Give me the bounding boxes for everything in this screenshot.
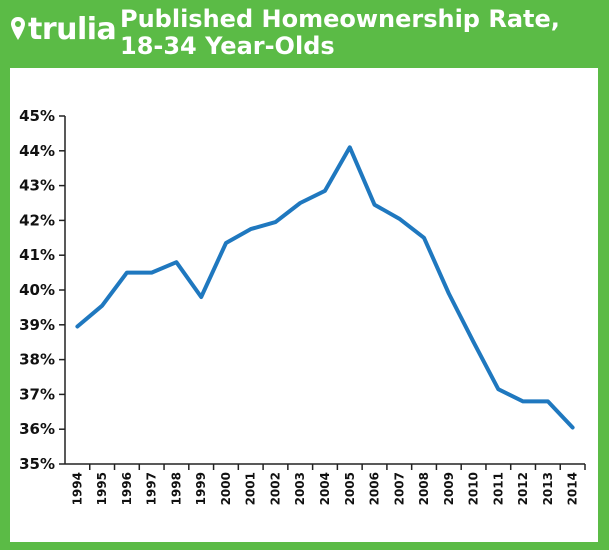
x-tick-label: 2003	[293, 472, 307, 505]
x-tick-label: 1998	[169, 472, 183, 505]
x-tick-label: 1995	[95, 472, 109, 505]
x-tick-label: 2011	[491, 472, 505, 505]
x-tick-label: 2004	[318, 472, 332, 505]
x-tick-label: 2014	[566, 472, 580, 505]
y-tick-label: 39%	[19, 316, 55, 334]
x-tick-label: 2006	[368, 472, 382, 505]
x-tick-label: 1994	[70, 472, 84, 505]
y-tick-label: 42%	[19, 211, 55, 229]
line-chart: 35% 36% 37% 38% 39% 40% 41% 42% 43% 44% 45% 1994 199…	[19, 107, 586, 505]
plot-panel: 35% 36% 37% 38% 39% 40% 41% 42% 43% 44% 45% 1994 199…	[10, 68, 598, 542]
chart-title: Published Homeownership Rate, 18-34 Year…	[120, 6, 600, 60]
x-tick-label: 1997	[145, 472, 159, 505]
chart-title-line-2: 18-34 Year-Olds	[120, 32, 335, 60]
series-line	[75, 145, 575, 430]
x-tick-label: 2007	[392, 472, 406, 505]
x-tick-label: 2005	[343, 472, 357, 505]
logo-text: trulia	[28, 11, 117, 47]
x-tick-label: 2009	[442, 472, 456, 505]
y-tick-label: 40%	[19, 281, 55, 299]
y-tick-label: 38%	[19, 351, 55, 369]
map-pin-icon	[11, 17, 25, 40]
x-tick-label: 2010	[467, 472, 481, 505]
x-tick-label: 2000	[219, 472, 233, 505]
x-tick-label: 1996	[120, 472, 134, 505]
y-tick-label: 35%	[19, 455, 55, 473]
x-tick-label: 2012	[516, 472, 530, 505]
x-tick-label: 2008	[417, 472, 431, 505]
y-tick-label: 36%	[19, 420, 55, 438]
x-tick-label: 2013	[541, 472, 555, 505]
x-tick-label: 2002	[268, 472, 282, 505]
x-tick-label: 2001	[244, 472, 258, 505]
header-bar: trulia Published Homeownership Rate, 18-…	[0, 0, 609, 66]
y-tick-label: 45%	[19, 107, 55, 125]
chart-title-line-1: Published Homeownership Rate,	[120, 5, 560, 33]
trulia-logo: trulia	[10, 6, 117, 52]
y-tick-label: 41%	[19, 246, 55, 264]
y-tick-label: 43%	[19, 177, 55, 195]
x-tick-label: 1999	[194, 472, 208, 505]
y-tick-label: 44%	[19, 142, 55, 160]
y-tick-label: 37%	[19, 385, 55, 403]
